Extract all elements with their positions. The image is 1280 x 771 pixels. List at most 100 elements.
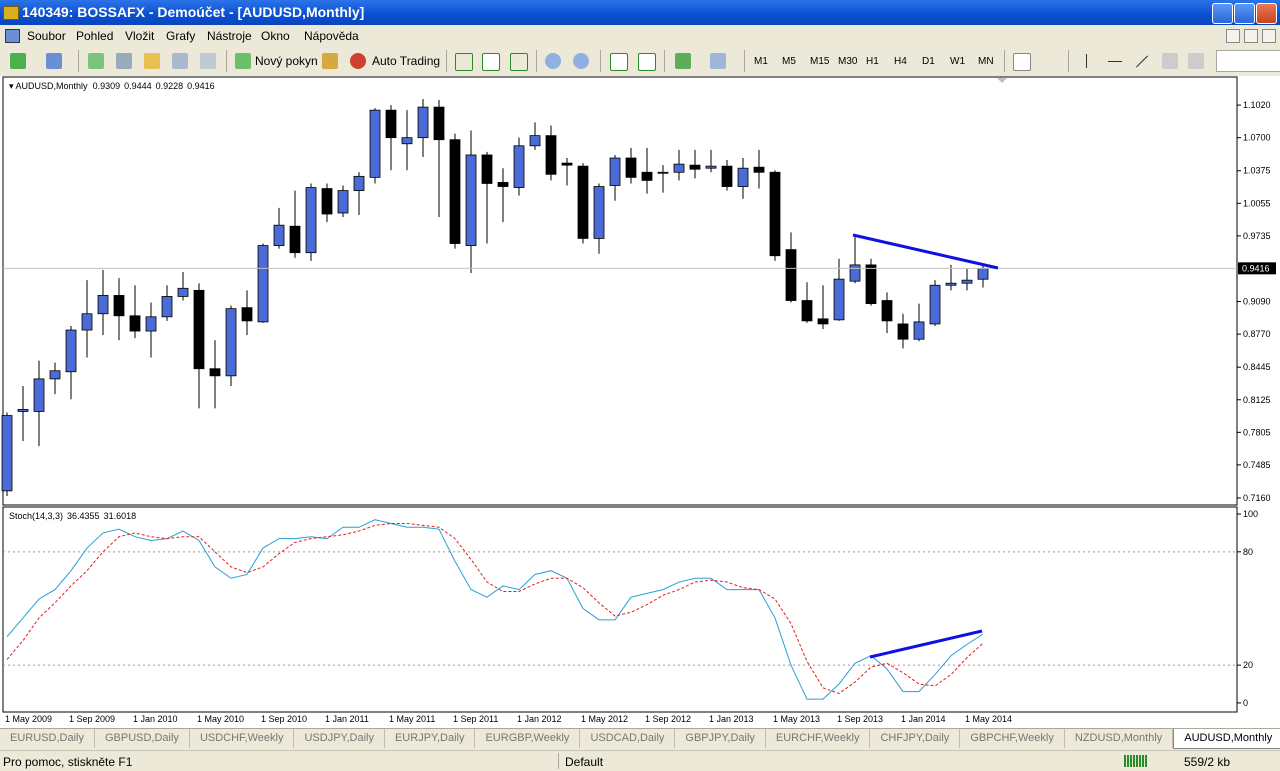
candle-body — [81, 313, 93, 331]
maximize-button[interactable] — [1234, 3, 1255, 24]
auto-scroll-button[interactable] — [610, 53, 628, 71]
title-bar: 140349: BOSSAFX - Demoúčet - [AUDUSD,Mon… — [0, 0, 1280, 25]
chart-tab[interactable]: EURJPY,Daily — [385, 729, 476, 748]
candle-body — [913, 321, 925, 340]
separator — [664, 50, 665, 72]
chart-tab[interactable]: NZDUSD,Monthly — [1065, 729, 1174, 748]
timeframe-button[interactable]: M5 — [782, 56, 796, 67]
timeframe-button[interactable]: D1 — [922, 56, 935, 67]
candle-body — [657, 171, 669, 174]
menu-item[interactable]: Pohled — [76, 29, 114, 43]
candle-body — [161, 296, 173, 318]
zoom-in-button[interactable] — [545, 53, 561, 69]
chart-tab[interactable]: CHFJPY,Daily — [870, 729, 961, 748]
candle-body — [353, 175, 365, 191]
candle-body — [577, 165, 589, 239]
bar-chart-button[interactable] — [455, 53, 473, 71]
candle-body — [49, 370, 61, 380]
vline-tool[interactable] — [1086, 54, 1087, 68]
mdi-close[interactable] — [1262, 29, 1276, 43]
mdi-minimize[interactable] — [1226, 29, 1240, 43]
templates-button[interactable] — [710, 53, 726, 69]
chart-tab[interactable]: GBPJPY,Daily — [675, 729, 766, 748]
menu-item[interactable]: Vložit — [125, 29, 155, 43]
timeframe-button[interactable]: W1 — [950, 56, 965, 67]
candle-body — [481, 154, 493, 184]
signal-line — [6, 522, 984, 695]
search-box[interactable] — [1216, 50, 1280, 72]
terminal-button[interactable] — [172, 53, 188, 69]
new-order-icon — [235, 53, 251, 69]
crosshair-button[interactable] — [1042, 53, 1058, 69]
chart-tab[interactable]: EURUSD,Daily — [0, 729, 95, 748]
data-window-button[interactable] — [116, 53, 132, 69]
timeframe-button[interactable]: MN — [978, 56, 994, 67]
x-tick-label: 1 Jan 2014 — [901, 714, 946, 724]
x-tick-label: 1 May 2010 — [197, 714, 244, 724]
chart-tabs: EURUSD,Daily GBPUSD,Daily USDCHF,Weekly USD… — [0, 728, 1280, 750]
symbol-title: ▾ — [9, 81, 16, 91]
candle-body — [225, 308, 237, 377]
chart-shift-button[interactable] — [638, 53, 656, 71]
y-tick-label: 1.1020 — [1243, 100, 1271, 110]
zoom-out-button[interactable] — [573, 53, 589, 69]
candle-body — [945, 282, 957, 286]
chart-tab[interactable]: GBPCHF,Weekly — [960, 729, 1065, 748]
y-tick-label: 0.9735 — [1243, 231, 1271, 241]
chart-tab[interactable]: USDJPY,Daily — [294, 729, 385, 748]
new-chart-button[interactable] — [10, 53, 26, 69]
fibo-tool[interactable] — [1188, 53, 1204, 69]
navigator-button[interactable] — [144, 53, 160, 69]
open-value: 0.9309 — [93, 81, 121, 91]
separator — [1068, 50, 1069, 72]
chart-tab[interactable]: USDCHF,Weekly — [190, 729, 295, 748]
timeframe-button[interactable]: M1 — [754, 56, 768, 67]
menu-item[interactable]: Grafy — [166, 29, 196, 43]
indicator-plot-frame — [2, 506, 1238, 713]
new-order-button[interactable]: Nový pokyn — [255, 54, 318, 68]
chart-tab[interactable]: GBPUSD,Daily — [95, 729, 190, 748]
indicators-button[interactable] — [675, 53, 691, 69]
y-tick-label: 0.8770 — [1243, 329, 1271, 339]
menu-item[interactable]: Soubor — [27, 29, 66, 43]
market-watch-button[interactable] — [88, 53, 104, 69]
status-profile: Default — [565, 755, 604, 769]
timeframe-button[interactable]: H4 — [894, 56, 907, 67]
separator — [226, 50, 227, 72]
timeframe-button[interactable]: H1 — [866, 56, 879, 67]
chart-tab[interactable]: USDCAD,Daily — [580, 729, 676, 748]
menu-item[interactable]: Okno — [261, 29, 290, 43]
chart-tab[interactable]: EURGBP,Weekly — [475, 729, 581, 748]
cursor-button[interactable] — [1013, 53, 1031, 71]
chart-tab[interactable]: AUDUSD,Monthly — [1173, 729, 1280, 749]
line-chart-button[interactable] — [510, 53, 528, 71]
close-button[interactable] — [1256, 3, 1277, 24]
x-tick-label: 1 Jan 2012 — [517, 714, 562, 724]
channel-tool[interactable] — [1162, 53, 1178, 69]
mdi-restore[interactable] — [1244, 29, 1258, 43]
minimize-button[interactable] — [1212, 3, 1233, 24]
auto-trading-button[interactable]: Auto Trading — [372, 54, 441, 68]
candle-chart-button[interactable] — [482, 53, 500, 71]
menu-item[interactable]: Nástroje — [207, 29, 252, 43]
y-tick-label: 0.7485 — [1243, 460, 1271, 470]
separator — [78, 50, 79, 72]
trendline-tool[interactable] — [1135, 55, 1149, 68]
candle-body — [305, 187, 317, 254]
current-price-box — [1238, 262, 1276, 275]
hline-tool[interactable] — [1108, 61, 1122, 62]
menu-item[interactable]: Nápověda — [304, 29, 359, 43]
tester-button[interactable] — [200, 53, 216, 69]
y-tick-label: 1.0375 — [1243, 166, 1271, 176]
close-value: 0.9416 — [187, 81, 215, 91]
timeframe-button[interactable]: M30 — [838, 56, 858, 67]
candle-body — [17, 409, 29, 412]
x-tick-label: 1 Jan 2013 — [709, 714, 754, 724]
candle-body — [1, 415, 13, 492]
timeframe-button[interactable]: M15 — [810, 56, 830, 67]
candle-body — [33, 378, 45, 412]
main-plot-frame — [2, 76, 1238, 506]
profiles-button[interactable] — [46, 53, 62, 69]
candle-body — [561, 162, 573, 166]
chart-tab[interactable]: EURCHF,Weekly — [766, 729, 871, 748]
